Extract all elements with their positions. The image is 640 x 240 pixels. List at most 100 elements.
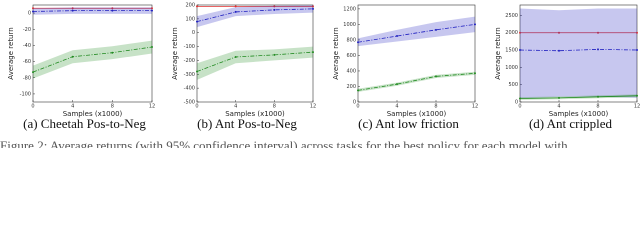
x-tick-label: 4	[557, 104, 560, 110]
data-point	[32, 10, 34, 13]
confidence-band	[520, 8, 637, 99]
data-point	[111, 7, 114, 10]
y-tick-label: 1000	[505, 65, 518, 71]
y-tick-label: 1500	[505, 48, 518, 54]
y-tick-label: -20	[23, 27, 31, 33]
series-line	[32, 10, 152, 12]
data-point	[273, 53, 276, 56]
y-tick-label: 600	[346, 53, 356, 59]
x-axis-label: Samples (x1000)	[63, 110, 123, 118]
series-line	[357, 72, 476, 91]
y-tick-label: -80	[23, 75, 31, 81]
y-tick-label: 800	[346, 37, 356, 43]
data-point	[234, 5, 237, 8]
figure-caption: Figure 2: Average returns (with 95% conf…	[0, 138, 568, 148]
plot-area	[357, 4, 476, 103]
data-point	[312, 51, 314, 54]
data-point	[519, 97, 521, 100]
y-tick-label: -40	[23, 43, 31, 49]
data-point	[519, 31, 521, 34]
x-axis-label: Samples (x1000)	[387, 110, 447, 118]
y-tick-label: -100	[20, 91, 31, 97]
data-point	[312, 5, 314, 8]
x-tick-label: 8	[111, 104, 114, 110]
data-point	[196, 20, 198, 23]
data-point	[71, 55, 74, 58]
data-point	[474, 23, 476, 26]
data-point	[558, 49, 560, 52]
data-point	[597, 31, 599, 34]
y-tick-label: 0	[353, 100, 356, 106]
figure: Figure 2: Average returns (with 95% conf…	[0, 3, 640, 149]
series-line	[196, 51, 314, 72]
panel-caption: (a) Cheetah Pos-to-Neg	[23, 116, 146, 131]
series-line	[196, 8, 314, 23]
confidence-band	[197, 5, 313, 28]
y-tick-label: 2500	[505, 13, 518, 19]
x-tick-label: 12	[149, 104, 155, 110]
y-tick-label: 500	[508, 82, 518, 88]
x-tick-label: 12	[472, 104, 478, 110]
data-point	[234, 10, 237, 13]
y-tick-label: 200	[346, 84, 356, 90]
data-point	[111, 51, 114, 54]
x-tick-label: 0	[31, 104, 34, 110]
y-tick-label: 400	[346, 68, 356, 74]
data-point	[435, 28, 437, 31]
y-axis-label: Average return	[7, 27, 15, 79]
data-point	[396, 83, 398, 86]
data-point	[519, 49, 521, 52]
confidence-band	[33, 7, 152, 15]
confidence-band	[33, 40, 152, 79]
data-point	[636, 49, 638, 52]
y-axis-label: Average return	[494, 27, 502, 79]
data-point	[234, 55, 237, 58]
series-line	[357, 24, 476, 43]
data-point	[151, 9, 153, 12]
data-point	[111, 9, 114, 12]
data-point	[273, 8, 276, 11]
y-tick-label: -300	[184, 72, 195, 78]
x-tick-label: 4	[234, 104, 237, 110]
data-point	[32, 71, 34, 74]
data-point	[357, 89, 359, 92]
data-point	[435, 75, 437, 78]
data-point	[636, 31, 638, 34]
confidence-band	[358, 71, 475, 92]
data-point	[273, 5, 276, 8]
data-point	[32, 7, 34, 10]
y-tick-label: 200	[185, 3, 195, 9]
y-tick-label: -60	[23, 59, 31, 65]
y-tick-label: 2000	[505, 30, 518, 36]
x-tick-label: 4	[395, 104, 398, 110]
confidence-band	[358, 16, 475, 47]
series-line	[519, 95, 638, 99]
x-tick-label: 12	[310, 104, 316, 110]
x-tick-label: 8	[596, 104, 599, 110]
y-tick-label: 0	[28, 11, 31, 17]
series-line	[32, 46, 153, 73]
x-tick-label: 8	[434, 104, 437, 110]
y-tick-label: 1200	[343, 6, 356, 12]
data-point	[71, 7, 74, 10]
confidence-band	[197, 46, 313, 80]
x-tick-label: 12	[634, 104, 640, 110]
data-point	[357, 41, 359, 44]
y-tick-label: -400	[184, 86, 195, 92]
series-line	[519, 48, 638, 52]
data-point	[196, 5, 198, 8]
y-axis-label: Average return	[332, 27, 340, 79]
data-point	[597, 48, 599, 51]
data-point	[151, 46, 153, 49]
x-axis-label: Samples (x1000)	[549, 110, 609, 118]
data-point	[558, 96, 560, 99]
y-tick-label: -500	[184, 100, 195, 106]
x-tick-label: 4	[71, 104, 74, 110]
y-tick-label: 1000	[343, 22, 356, 28]
x-axis-label: Samples (x1000)	[225, 110, 285, 118]
data-point	[312, 7, 314, 10]
data-point	[151, 7, 153, 10]
data-point	[474, 72, 476, 75]
panel-caption: (b) Ant Pos-to-Neg	[197, 116, 297, 131]
plot-area	[32, 4, 153, 103]
